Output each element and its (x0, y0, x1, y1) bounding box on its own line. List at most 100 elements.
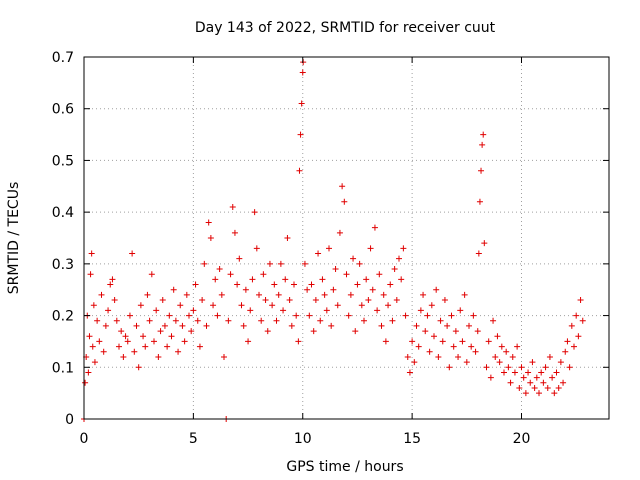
data-point (315, 250, 322, 257)
data-point (231, 229, 238, 236)
data-point (107, 281, 114, 288)
x-tick-label: 5 (189, 431, 198, 447)
data-point (120, 353, 127, 360)
data-point (161, 322, 168, 329)
data-point (457, 307, 464, 314)
data-point (210, 302, 217, 309)
data-point (124, 338, 131, 345)
y-axis-label: SRMTID / TECUs (6, 182, 22, 295)
data-point (433, 286, 440, 293)
data-point (105, 307, 112, 314)
data-point (280, 307, 287, 314)
chart-title: Day 143 of 2022, SRMTID for receiver cuu… (195, 20, 496, 36)
data-point (426, 348, 433, 355)
data-point (146, 317, 153, 324)
data-point (509, 353, 516, 360)
data-point (183, 291, 190, 298)
data-point (236, 255, 243, 262)
data-point (151, 338, 157, 345)
data-point (472, 348, 479, 355)
data-point (511, 369, 518, 376)
data-point (501, 369, 507, 376)
data-point (391, 266, 398, 273)
y-tick-label: 0.7 (52, 50, 74, 66)
data-point (498, 343, 505, 350)
data-point (181, 338, 188, 345)
data-point (387, 281, 394, 288)
data-point (439, 338, 446, 345)
data-point (129, 250, 136, 257)
data-point (218, 291, 225, 298)
data-point (258, 317, 265, 324)
data-point (417, 307, 424, 314)
data-point (172, 317, 179, 324)
data-point (155, 353, 162, 360)
data-point (205, 219, 212, 226)
data-point (221, 353, 227, 360)
data-point (87, 271, 94, 278)
x-tick-label: 15 (403, 431, 421, 447)
data-point (137, 302, 144, 309)
data-point (444, 322, 451, 329)
y-tick-label: 0 (65, 412, 74, 428)
y-tick-label: 0.1 (52, 360, 74, 376)
data-point (251, 209, 258, 216)
data-point (560, 379, 567, 386)
data-point (98, 291, 105, 298)
data-point (194, 317, 201, 324)
data-point (142, 343, 149, 350)
data-point (470, 312, 477, 319)
data-point (479, 141, 486, 148)
data-point (86, 333, 93, 340)
y-tick-label: 0.4 (52, 205, 74, 221)
data-point (571, 343, 577, 350)
data-point (266, 260, 273, 267)
data-point (131, 348, 138, 355)
data-point (102, 322, 109, 329)
data-point (238, 302, 245, 309)
x-tick-label: 0 (80, 431, 89, 447)
data-point (306, 312, 313, 319)
data-point (153, 307, 160, 314)
data-point (441, 297, 448, 304)
data-point (468, 343, 475, 350)
data-point (216, 266, 223, 273)
data-point (334, 302, 341, 309)
data-point (450, 343, 457, 350)
data-point (253, 245, 260, 252)
data-point (404, 353, 411, 360)
data-point (431, 333, 437, 340)
data-point (376, 271, 383, 278)
data-point (347, 291, 354, 298)
data-point (85, 369, 92, 376)
data-point (476, 198, 483, 205)
data-point (126, 312, 133, 319)
data-point (579, 317, 586, 324)
data-point (564, 338, 571, 345)
data-point (490, 317, 497, 324)
data-point (413, 322, 420, 329)
data-point (308, 281, 315, 288)
data-point (341, 198, 348, 205)
data-point (321, 291, 328, 298)
data-point (109, 276, 116, 283)
data-point (225, 317, 232, 324)
data-point (546, 353, 553, 360)
data-point (288, 322, 295, 329)
data-point (389, 317, 396, 324)
data-point (100, 348, 107, 355)
data-point (505, 364, 512, 371)
data-point (415, 343, 422, 350)
data-point (562, 348, 569, 355)
data-point (420, 291, 427, 298)
data-point (396, 255, 402, 262)
data-point (544, 384, 551, 391)
data-point (406, 369, 413, 376)
data-point (536, 390, 542, 397)
data-point (474, 328, 481, 335)
data-point (358, 302, 365, 309)
data-point (475, 250, 482, 257)
data-point (343, 271, 350, 278)
x-tick-label: 20 (513, 431, 531, 447)
data-point (446, 364, 453, 371)
